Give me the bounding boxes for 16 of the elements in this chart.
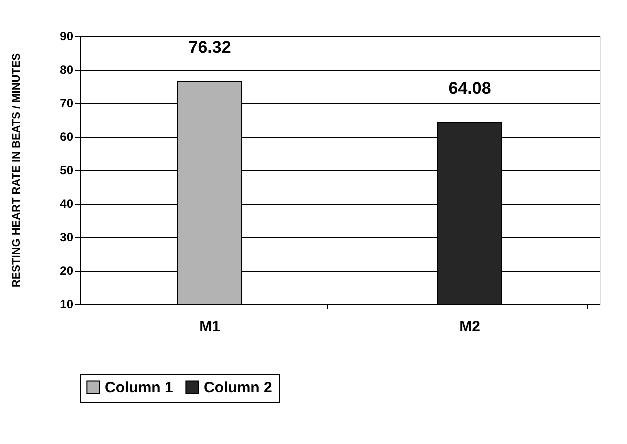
legend-label: Column 1 xyxy=(105,380,174,397)
y-tick-label: 70 xyxy=(60,96,74,110)
y-tick-label: 30 xyxy=(60,230,74,244)
data-label: 64.08 xyxy=(448,78,492,98)
data-label: 76.32 xyxy=(188,38,232,57)
y-tick-label: 90 xyxy=(60,30,74,44)
y-tick-label: 80 xyxy=(60,63,74,77)
x-tick-label: M1 xyxy=(200,318,220,336)
y-tick-label: 50 xyxy=(60,164,74,178)
y-tick-label: 60 xyxy=(60,130,74,144)
legend-label: Column 2 xyxy=(204,380,272,397)
y-tick-label: 40 xyxy=(60,197,74,211)
y-tick-label: 20 xyxy=(60,264,74,278)
x-tick-label: M2 xyxy=(460,318,480,336)
y-tick-label: 10 xyxy=(60,298,74,312)
y-axis-title: RESTING HEART RATE IN BEATS / MINUTES xyxy=(11,53,24,288)
